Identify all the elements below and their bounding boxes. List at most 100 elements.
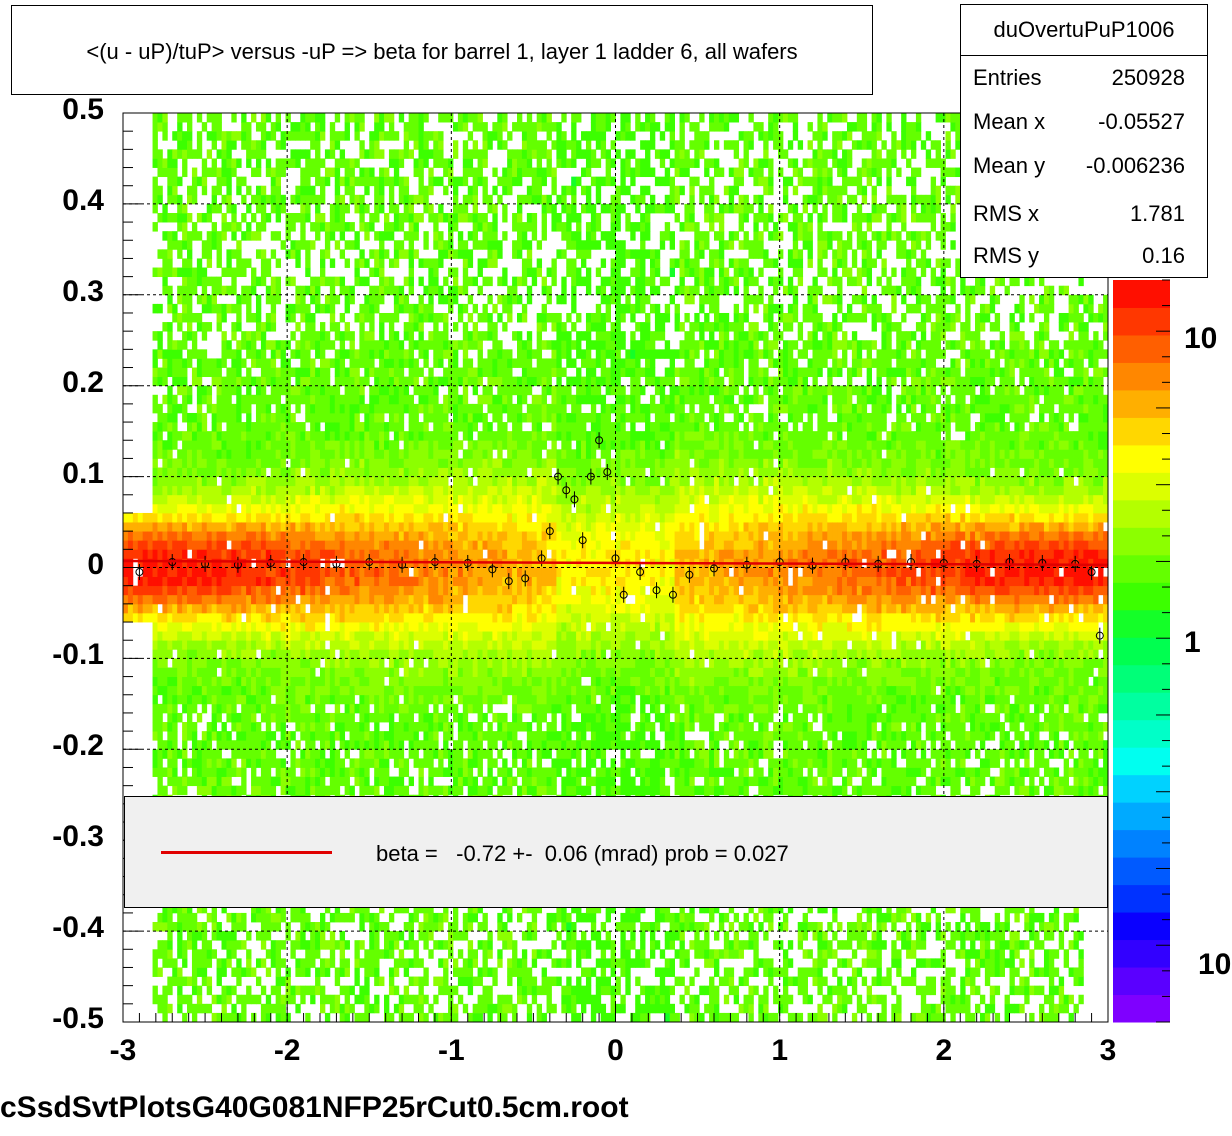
heatmap-cell — [187, 595, 192, 604]
heatmap-cell — [428, 931, 433, 940]
heatmap-cell — [448, 658, 453, 667]
heatmap-cell — [409, 113, 414, 122]
heatmap-cell — [364, 949, 369, 958]
heatmap-cell — [286, 377, 291, 386]
heatmap-cell — [246, 495, 251, 504]
heatmap-cell — [153, 949, 158, 958]
heatmap-cell — [172, 131, 177, 140]
heatmap-cell — [384, 949, 389, 958]
heatmap-cell — [197, 713, 202, 722]
heatmap-cell — [128, 513, 133, 522]
heatmap-cell — [305, 377, 310, 386]
heatmap-cell — [330, 913, 335, 922]
heatmap-cell — [354, 767, 359, 776]
heatmap-cell — [222, 195, 227, 204]
heatmap-cell — [448, 1013, 453, 1022]
heatmap-cell — [295, 304, 300, 313]
heatmap-cell — [241, 922, 246, 931]
heatmap-cell — [271, 122, 276, 131]
heatmap-cell — [325, 240, 330, 249]
heatmap-cell — [340, 1004, 345, 1013]
heatmap-cell — [246, 222, 251, 231]
heatmap-cell — [379, 268, 384, 277]
heatmap-cell — [217, 322, 222, 331]
heatmap-cell — [261, 595, 266, 604]
heatmap-cell — [172, 677, 177, 686]
heatmap-cell — [251, 913, 256, 922]
heatmap-cell — [251, 140, 256, 149]
heatmap-cell — [320, 213, 325, 222]
heatmap-cell — [409, 577, 414, 586]
heatmap-cell — [246, 458, 251, 467]
heatmap-cell — [409, 549, 414, 558]
heatmap-cell — [325, 277, 330, 286]
heatmap-cell — [172, 504, 177, 513]
heatmap-cell — [448, 931, 453, 940]
heatmap-cell — [354, 477, 359, 486]
heatmap-cell — [325, 531, 330, 540]
heatmap-cell — [281, 158, 286, 167]
heatmap-cell — [394, 313, 399, 322]
heatmap-cell — [300, 440, 305, 449]
heatmap-cell — [315, 704, 320, 713]
heatmap-cell — [354, 449, 359, 458]
heatmap-cell — [276, 522, 281, 531]
heatmap-cell — [350, 440, 355, 449]
heatmap-cell — [236, 577, 241, 586]
heatmap-cell — [384, 740, 389, 749]
heatmap-cell — [389, 358, 394, 367]
heatmap-cell — [241, 731, 246, 740]
heatmap-cell — [473, 468, 478, 477]
heatmap-cell — [438, 468, 443, 477]
heatmap-cell — [330, 386, 335, 395]
heatmap-cell — [325, 177, 330, 186]
heatmap-cell — [379, 595, 384, 604]
heatmap-cell — [369, 531, 374, 540]
heatmap-cell — [300, 913, 305, 922]
heatmap-cell — [266, 131, 271, 140]
heatmap-cell — [143, 595, 148, 604]
heatmap-cell — [251, 667, 256, 676]
heatmap-cell — [404, 613, 409, 622]
heatmap-cell — [473, 549, 478, 558]
heatmap-cell — [458, 622, 463, 631]
heatmap-cell — [414, 404, 419, 413]
heatmap-cell — [414, 468, 419, 477]
heatmap-cell — [463, 649, 468, 658]
heatmap-cell — [350, 331, 355, 340]
heatmap-cell — [177, 604, 182, 613]
heatmap-cell — [281, 731, 286, 740]
heatmap-cell — [428, 504, 433, 513]
heatmap-cell — [389, 468, 394, 477]
heatmap-cell — [404, 958, 409, 967]
heatmap-cell — [379, 777, 384, 786]
heatmap-cell — [419, 140, 424, 149]
heatmap-cell — [276, 449, 281, 458]
heatmap-cell — [428, 531, 433, 540]
heatmap-cell — [359, 940, 364, 949]
heatmap-cell — [379, 195, 384, 204]
heatmap-cell — [389, 522, 394, 531]
heatmap-cell — [286, 422, 291, 431]
heatmap-cell — [409, 204, 414, 213]
heatmap-cell — [295, 258, 300, 267]
heatmap-cell — [290, 713, 295, 722]
heatmap-cell — [428, 522, 433, 531]
heatmap-cell — [167, 340, 172, 349]
heatmap-cell — [399, 677, 404, 686]
heatmap-cell — [453, 604, 458, 613]
heatmap-cell — [340, 631, 345, 640]
heatmap-cell — [428, 740, 433, 749]
heatmap-cell — [217, 540, 222, 549]
heatmap-cell — [153, 658, 158, 667]
heatmap-cell — [409, 731, 414, 740]
heatmap-cell — [315, 758, 320, 767]
heatmap-cell — [453, 177, 458, 186]
heatmap-cell — [300, 331, 305, 340]
heatmap-cell — [433, 349, 438, 358]
heatmap-cell — [226, 477, 231, 486]
heatmap-cell — [389, 495, 394, 504]
heatmap-cell — [374, 440, 379, 449]
heatmap-cell — [251, 995, 256, 1004]
heatmap-cell — [458, 713, 463, 722]
